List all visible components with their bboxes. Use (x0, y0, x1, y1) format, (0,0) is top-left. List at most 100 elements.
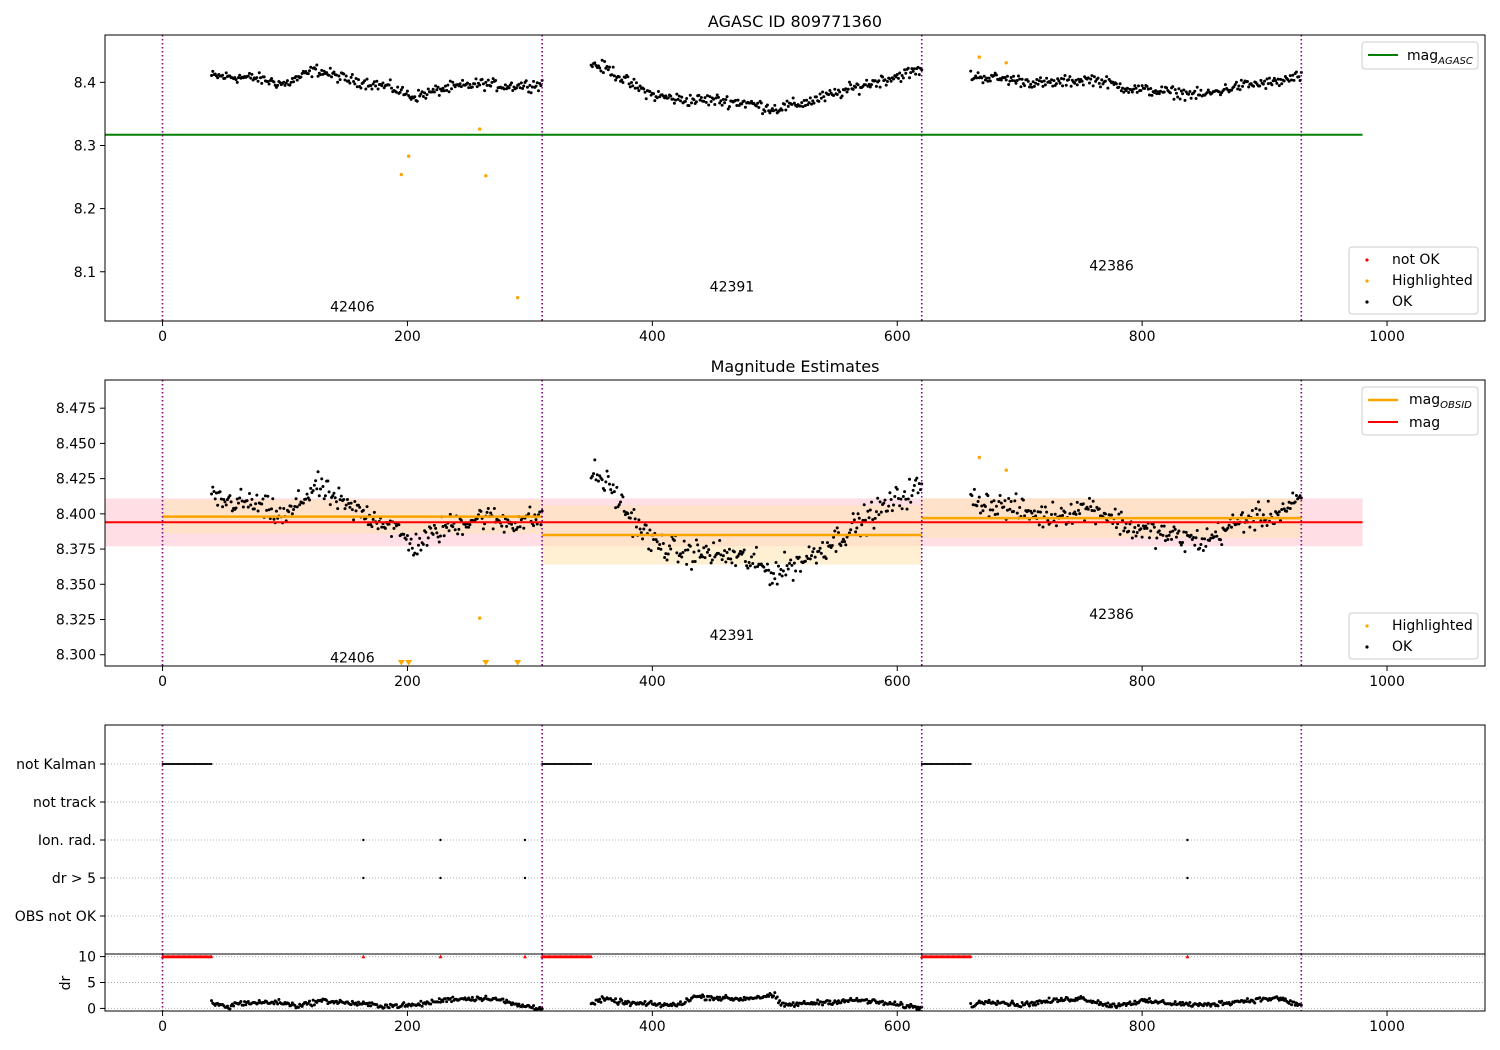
ok-point (1039, 76, 1043, 80)
ok-point (1233, 83, 1237, 87)
ok-point (1117, 512, 1121, 516)
ok-point (276, 83, 280, 87)
ok-point (912, 483, 916, 487)
ok-point (698, 98, 702, 102)
ok-point (1069, 502, 1073, 506)
ok-point (1260, 524, 1264, 528)
ok-point (413, 95, 417, 99)
ok-point (1183, 550, 1187, 554)
ok-point (1178, 540, 1182, 544)
ok-point (447, 90, 451, 94)
ok-point (1288, 74, 1292, 78)
ok-point (841, 537, 845, 541)
ok-point (316, 470, 320, 474)
ok-point (348, 505, 352, 509)
ok-point (437, 997, 441, 1001)
ok-point (301, 501, 305, 505)
ok-point (702, 546, 706, 550)
off-scale-marker (514, 660, 522, 666)
ok-point (490, 80, 494, 84)
ok-point (1230, 1002, 1234, 1006)
x-tick-label: 1000 (1369, 674, 1405, 690)
ok-point (538, 81, 542, 85)
ok-point (854, 530, 858, 534)
ok-point (870, 83, 874, 87)
ok-point (704, 100, 708, 104)
off-scale-marker (405, 660, 413, 666)
ok-point (469, 998, 473, 1002)
ok-point (263, 494, 267, 498)
ok-point (612, 1000, 616, 1004)
ok-point (867, 82, 871, 86)
ok-point (1023, 514, 1027, 518)
ok-point (617, 503, 621, 507)
ok-point (752, 552, 756, 556)
ok-point (1010, 79, 1014, 83)
flag-category-label: not track (33, 795, 97, 811)
y-tick-label: 8.4 (74, 75, 96, 91)
ok-point (718, 995, 722, 999)
ok-point (539, 84, 543, 88)
ok-point (470, 995, 474, 999)
flag-point (590, 763, 593, 765)
ok-point (474, 998, 478, 1002)
ok-point (812, 101, 816, 105)
flag-point (362, 838, 365, 842)
ok-point (1121, 518, 1125, 522)
ok-point (986, 79, 990, 83)
ok-point (1150, 93, 1154, 97)
ok-point (1031, 80, 1035, 84)
ok-point (1275, 81, 1279, 85)
ok-point (806, 556, 810, 560)
ok-point (333, 496, 337, 500)
y-tick-label: 8.400 (56, 507, 96, 523)
ok-point (345, 497, 349, 501)
ok-point (1162, 90, 1166, 94)
ok-point (1247, 514, 1251, 518)
ok-point (987, 998, 991, 1002)
capped-point (209, 954, 214, 959)
ok-point (315, 63, 319, 67)
ok-point (1277, 510, 1281, 514)
ok-point (1212, 1002, 1216, 1006)
ok-point (1130, 536, 1134, 540)
ok-point (361, 508, 365, 512)
ok-point (1261, 82, 1265, 86)
ok-point (507, 86, 511, 90)
ok-point (1139, 527, 1143, 531)
ok-point (1220, 999, 1224, 1003)
ok-point (644, 97, 648, 101)
y-tick-label: 8.375 (56, 542, 96, 558)
ok-point (1005, 508, 1009, 512)
ok-point (370, 525, 374, 529)
ok-point (1152, 525, 1156, 529)
ok-point (888, 77, 892, 81)
ok-point (1265, 77, 1269, 81)
y-tick-label: 8.350 (56, 577, 96, 593)
ok-point (737, 552, 741, 556)
ok-point (350, 508, 354, 512)
capped-point (589, 954, 593, 959)
ok-point (1280, 82, 1284, 86)
ok-point (698, 555, 702, 559)
ok-point (1092, 509, 1096, 513)
ok-point (672, 539, 676, 543)
ok-point (1032, 84, 1036, 88)
ok-point (1041, 525, 1045, 529)
ok-point (287, 510, 291, 514)
ok-point (1165, 86, 1169, 90)
ok-point (789, 558, 793, 562)
ok-point (666, 552, 670, 556)
ok-point (407, 548, 411, 552)
ok-point (843, 540, 847, 544)
ok-point (1127, 91, 1131, 95)
ok-point (1171, 85, 1175, 89)
ok-point (483, 89, 487, 93)
ok-point (855, 526, 859, 530)
ok-point (1292, 1000, 1296, 1004)
ok-point (331, 494, 335, 498)
ok-point (1122, 90, 1126, 94)
ok-point (614, 997, 618, 1001)
ok-point (969, 1002, 973, 1006)
ok-point (1151, 522, 1155, 526)
